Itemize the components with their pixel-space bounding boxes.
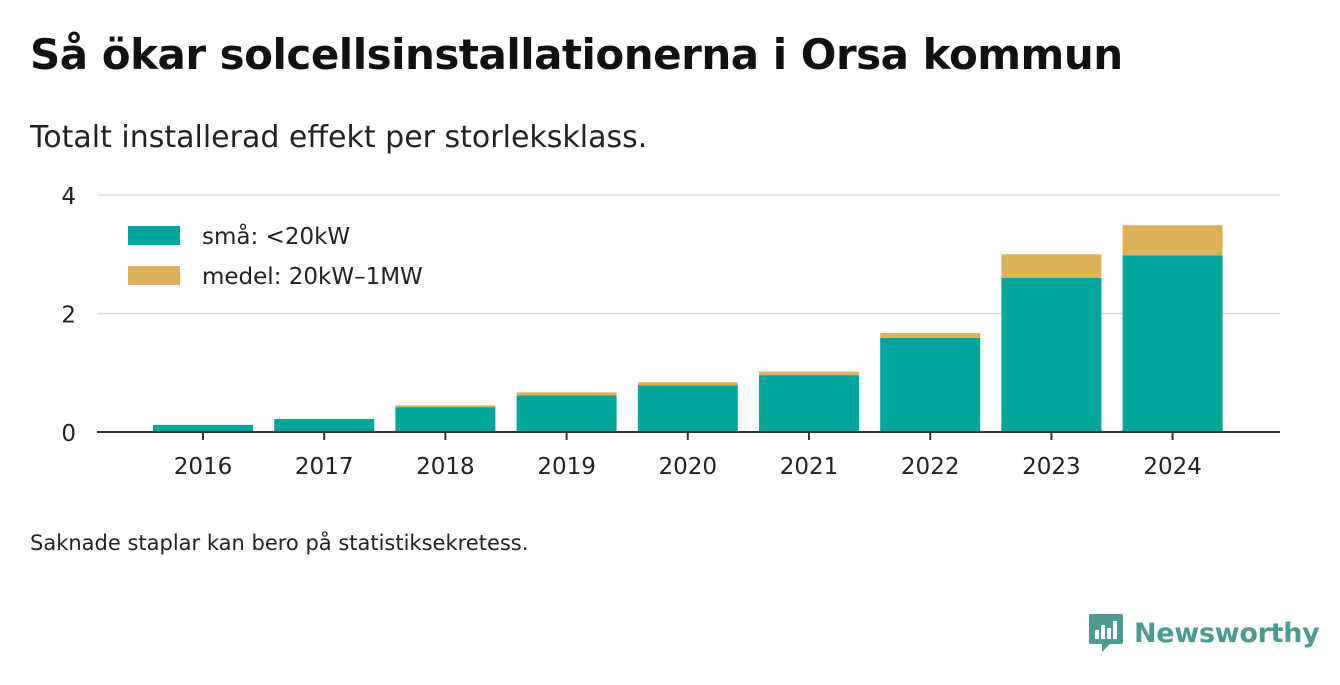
x-tick-label: 2023	[1022, 454, 1081, 480]
bar-small-2016	[153, 424, 253, 432]
y-tick-label: 2	[61, 303, 76, 329]
gridlines	[97, 194, 1280, 315]
bar-medium-2019	[516, 392, 617, 396]
x-tick-label: 2021	[780, 454, 839, 480]
bar-medium-2018	[395, 405, 496, 408]
newsworthy-brand: Newsworthy	[1088, 612, 1320, 654]
bar-small-2024	[1122, 255, 1223, 432]
x-tick-label: 2018	[416, 454, 475, 480]
bar-small-2020	[637, 385, 738, 432]
legend-swatch	[128, 226, 180, 245]
legend-label: små: <20kW	[202, 222, 350, 250]
newsworthy-logo-icon	[1089, 614, 1123, 652]
bar-small-2018	[395, 407, 496, 432]
x-tick-label: 2017	[295, 454, 354, 480]
bar-small-2019	[516, 395, 617, 432]
legend-label: medel: 20kW–1MW	[202, 264, 423, 290]
bar-small-2023	[1001, 277, 1102, 432]
chart-subtitle: Totalt installerad effekt per storlekskl…	[30, 120, 648, 155]
bar-small-2017	[274, 418, 375, 432]
y-axis-ticks: 0 2 4	[61, 184, 76, 447]
x-tick-label: 2020	[659, 454, 718, 480]
x-axis-ticks: 2016 2017 2018 2019 2020 2021 2022 2023 2024	[174, 432, 1202, 480]
x-tick-label: 2019	[537, 454, 596, 480]
bar-chart: 0 2 4 2016 2017 2018 2019 2020 2021 2022 2023 2024…	[61, 184, 1280, 480]
bar-medium-2023	[1001, 254, 1102, 278]
bar-medium-2021	[759, 371, 859, 376]
x-tick-label: 2024	[1143, 454, 1202, 480]
bar-medium-2024	[1122, 225, 1223, 256]
brand-name: Newsworthy	[1134, 617, 1320, 649]
chart-title: Så ökar solcellsinstallationerna i Orsa …	[30, 30, 1123, 79]
x-tick-label: 2022	[901, 454, 960, 480]
y-tick-label: 0	[61, 421, 76, 447]
y-tick-label: 4	[61, 184, 76, 210]
legend: små: <20kW medel: 20kW–1MW	[128, 222, 423, 290]
bars	[153, 225, 1223, 432]
bar-medium-2022	[880, 333, 981, 338]
legend-swatch	[128, 266, 180, 285]
bar-small-2022	[880, 337, 981, 432]
footnote: Saknade staplar kan bero på statistiksek…	[30, 531, 529, 555]
x-tick-label: 2016	[174, 454, 233, 480]
bar-medium-2020	[637, 382, 738, 386]
bar-small-2021	[759, 375, 859, 432]
